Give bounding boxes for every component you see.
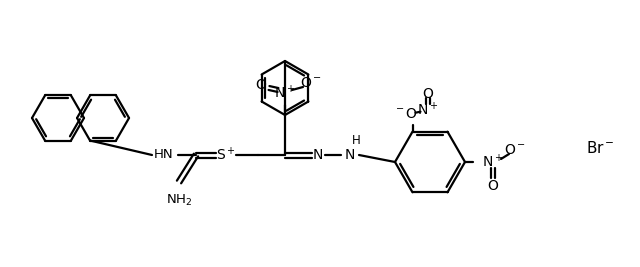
Text: O$^-$: O$^-$ [300, 76, 322, 90]
Text: N$^+$: N$^+$ [483, 153, 504, 171]
Text: O$^-$: O$^-$ [504, 143, 526, 157]
Text: HN: HN [154, 148, 174, 162]
Text: O: O [488, 179, 499, 193]
Text: N: N [313, 148, 323, 162]
Text: $^-$O: $^-$O [393, 107, 418, 121]
Text: Br$^-$: Br$^-$ [586, 140, 614, 156]
Text: N: N [345, 148, 355, 162]
Text: O: O [422, 87, 433, 101]
Text: S$^+$: S$^+$ [216, 146, 236, 164]
Text: NH$_2$: NH$_2$ [166, 193, 192, 207]
Text: N$^+$: N$^+$ [417, 101, 438, 118]
Text: O: O [255, 78, 266, 92]
Text: H: H [351, 135, 360, 147]
Text: N$^+$: N$^+$ [275, 84, 296, 102]
